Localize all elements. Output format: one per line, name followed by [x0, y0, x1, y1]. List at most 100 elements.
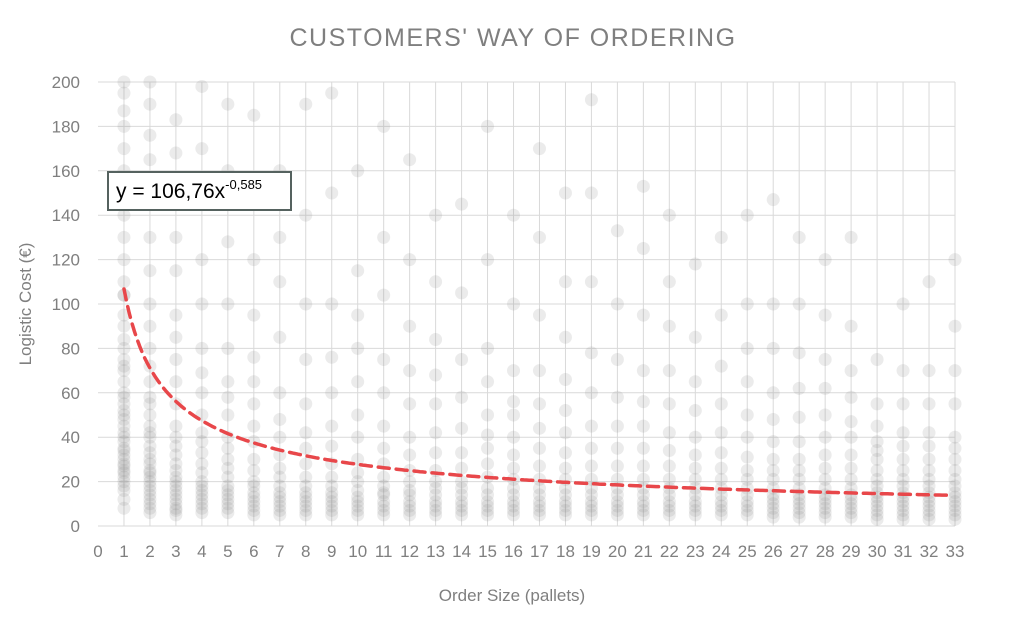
data-point — [688, 404, 702, 418]
data-point — [507, 364, 521, 378]
data-point — [429, 397, 443, 411]
data-point — [896, 364, 910, 378]
data-point — [377, 486, 391, 500]
data-point — [195, 79, 209, 93]
data-point — [636, 472, 650, 486]
data-point — [403, 488, 417, 502]
data-point — [169, 475, 183, 489]
data-point — [532, 495, 546, 509]
data-point — [117, 412, 131, 426]
data-point — [870, 503, 884, 517]
data-point — [455, 488, 469, 502]
data-point — [325, 490, 339, 504]
data-point — [870, 499, 884, 513]
data-point — [403, 464, 417, 477]
x-tick-label: 26 — [764, 542, 783, 561]
data-point — [117, 230, 131, 244]
data-point — [351, 503, 365, 517]
data-point — [507, 481, 521, 495]
data-point — [377, 230, 391, 244]
data-point — [351, 408, 365, 422]
data-point — [169, 375, 183, 389]
data-point — [195, 488, 209, 502]
data-point — [688, 508, 702, 522]
y-tick-label: 200 — [52, 73, 80, 92]
data-point — [325, 186, 339, 200]
data-point — [195, 297, 209, 311]
data-point — [896, 508, 910, 522]
data-point — [792, 410, 806, 424]
data-point — [507, 297, 521, 311]
data-point — [818, 448, 832, 462]
data-point — [507, 408, 521, 422]
data-point — [143, 488, 157, 502]
data-point — [117, 119, 131, 133]
data-point — [948, 253, 962, 267]
data-point — [377, 488, 391, 502]
data-point — [143, 501, 157, 515]
data-point — [169, 230, 183, 244]
data-point — [351, 375, 365, 389]
data-point — [870, 464, 884, 477]
data-point — [299, 495, 313, 509]
data-point — [636, 242, 650, 255]
data-point — [507, 508, 521, 522]
data-point — [273, 499, 287, 513]
data-point — [299, 503, 313, 517]
data-point — [455, 353, 469, 366]
data-point — [117, 404, 131, 418]
data-point — [117, 426, 131, 440]
data-point — [169, 488, 183, 502]
data-point — [532, 142, 546, 156]
data-point — [844, 492, 858, 506]
y-tick-label: 60 — [61, 384, 80, 403]
data-point — [273, 330, 287, 344]
data-point — [169, 330, 183, 344]
data-point — [169, 457, 183, 471]
data-point — [143, 479, 157, 493]
y-tick-label: 40 — [61, 428, 80, 447]
data-point — [662, 364, 676, 378]
data-point — [351, 430, 365, 444]
data-point — [532, 508, 546, 522]
data-point — [325, 297, 339, 311]
data-point — [247, 486, 261, 500]
data-point — [117, 448, 131, 462]
data-point — [610, 495, 624, 509]
data-point — [403, 153, 417, 167]
data-point — [117, 419, 131, 433]
data-point — [169, 501, 183, 515]
data-point — [870, 452, 884, 466]
data-point — [870, 397, 884, 411]
x-tick-label: 11 — [375, 542, 393, 561]
data-point — [169, 470, 183, 484]
data-point — [143, 430, 157, 444]
data-point — [325, 508, 339, 522]
data-point — [455, 499, 469, 513]
data-point — [221, 235, 235, 249]
data-point — [610, 472, 624, 486]
data-point — [247, 375, 261, 389]
data-point — [117, 75, 131, 89]
x-tick-label: 24 — [712, 542, 731, 561]
data-point — [481, 441, 495, 455]
data-point — [429, 475, 443, 489]
data-point — [584, 503, 598, 517]
data-point — [117, 457, 131, 471]
data-point — [117, 430, 131, 444]
data-point — [117, 275, 131, 289]
x-tick-label: 4 — [197, 542, 206, 561]
data-point — [325, 419, 339, 433]
data-point — [143, 457, 157, 471]
data-point — [740, 464, 754, 477]
data-point — [299, 97, 313, 111]
data-point — [766, 492, 780, 506]
gridlines — [98, 81, 956, 527]
data-point — [117, 501, 131, 515]
data-point — [532, 421, 546, 435]
data-point — [377, 495, 391, 509]
data-point — [922, 452, 936, 466]
data-point — [714, 308, 728, 322]
data-point — [377, 441, 391, 455]
data-point — [818, 461, 832, 475]
